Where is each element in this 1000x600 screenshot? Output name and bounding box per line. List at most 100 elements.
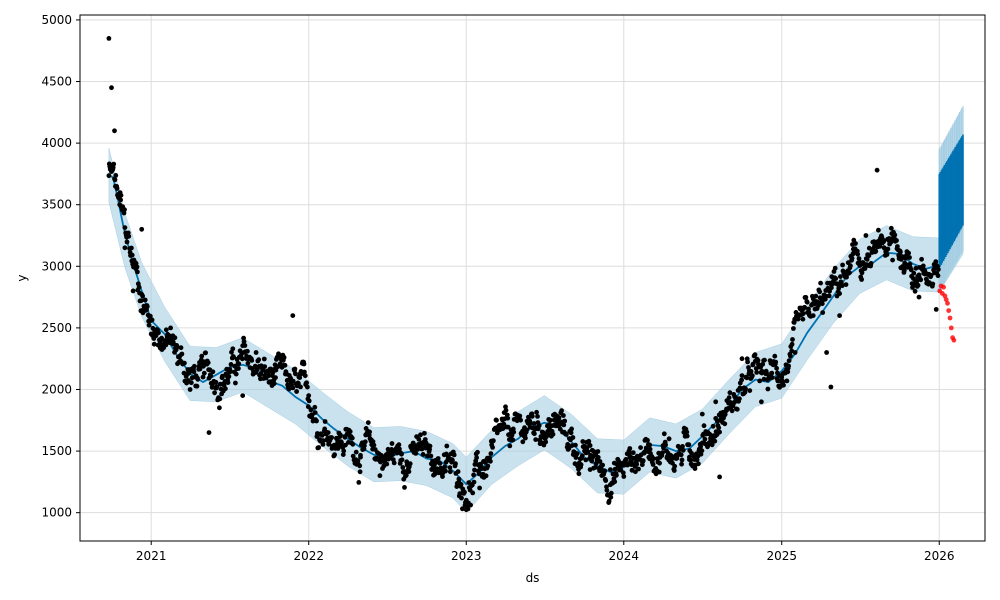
observed-point: [213, 379, 219, 385]
observed-point: [804, 299, 810, 305]
observed-point: [194, 383, 200, 389]
observed-point: [745, 359, 750, 365]
actual-future-point: [945, 300, 950, 306]
observed-point: [747, 388, 753, 393]
observed-point: [451, 452, 457, 458]
observed-point: [488, 458, 493, 464]
observed-point: [377, 473, 383, 479]
observed-point: [656, 469, 662, 475]
observed-point: [848, 263, 853, 269]
observed-point: [399, 457, 405, 463]
observed-point: [357, 469, 363, 475]
observed-point: [696, 461, 701, 467]
observed-point: [936, 267, 941, 272]
observed-point: [450, 457, 455, 463]
observed-point: [416, 436, 422, 442]
observed-point: [129, 252, 135, 258]
observed-point: [935, 273, 941, 279]
observed-point: [225, 380, 231, 385]
observed-point: [856, 256, 862, 261]
observed-point: [262, 364, 268, 369]
observed-point: [144, 304, 150, 309]
observed-point: [908, 267, 914, 273]
observed-point: [679, 457, 685, 463]
observed-point: [483, 473, 489, 479]
observed-point: [477, 485, 482, 491]
observed-point: [933, 307, 939, 312]
observed-point: [316, 445, 322, 450]
uncertainty-interval: [108, 147, 964, 514]
observed-point: [636, 466, 641, 472]
observed-point: [172, 335, 178, 341]
observed-point: [568, 436, 574, 442]
observed-point: [918, 277, 924, 283]
observed-point: [616, 458, 621, 464]
observed-point: [245, 348, 250, 354]
observed-point: [217, 405, 222, 411]
observed-point: [460, 506, 465, 512]
observed-point: [578, 462, 584, 468]
x-tick-label: 2024: [609, 549, 640, 563]
observed-point: [739, 356, 745, 362]
observed-point: [859, 270, 865, 276]
observed-point: [233, 371, 239, 377]
observed-point: [573, 442, 578, 448]
observed-point: [485, 463, 491, 469]
observed-point: [627, 454, 633, 460]
observed-point: [713, 399, 719, 405]
observed-point: [284, 378, 290, 383]
observed-point: [341, 448, 347, 454]
observed-point: [608, 490, 614, 496]
observed-point: [862, 266, 868, 271]
observed-point: [817, 289, 823, 295]
observed-point: [620, 470, 626, 476]
observed-point: [106, 36, 112, 41]
observed-point: [890, 257, 895, 263]
observed-point: [122, 245, 128, 251]
observed-point: [340, 452, 346, 457]
observed-point: [282, 362, 288, 368]
observed-point: [298, 384, 303, 390]
observed-point: [332, 452, 337, 458]
observed-point: [126, 233, 132, 239]
observed-point: [226, 374, 232, 379]
observed-point: [717, 429, 722, 435]
observed-point: [355, 458, 361, 464]
observed-point: [820, 310, 826, 315]
observed-point: [795, 316, 801, 322]
observed-point: [140, 293, 146, 299]
observed-point: [739, 377, 744, 383]
observed-point: [671, 468, 677, 473]
observed-point: [297, 375, 303, 380]
observed-point: [117, 202, 123, 208]
x-tick-label: 2021: [136, 549, 167, 563]
observed-point: [912, 288, 918, 294]
observed-point: [308, 407, 314, 413]
observed-point: [874, 167, 880, 173]
actual-future-points: [937, 283, 957, 343]
observed-point: [113, 173, 119, 178]
observed-point: [397, 461, 403, 466]
observed-point: [197, 366, 203, 372]
y-tick-label: 1000: [41, 506, 72, 520]
observed-point: [442, 464, 448, 470]
observed-point: [417, 442, 422, 448]
observed-point: [600, 462, 605, 468]
y-tick-label: 4000: [41, 136, 72, 150]
observed-point: [462, 489, 467, 495]
observed-point: [201, 370, 207, 376]
observed-point: [534, 409, 539, 415]
observed-point: [847, 270, 852, 276]
observed-point: [182, 360, 187, 366]
observed-point: [914, 279, 920, 284]
observed-point: [739, 373, 745, 378]
observed-point: [638, 445, 643, 450]
observed-point: [716, 425, 722, 431]
observed-point: [816, 303, 821, 308]
observed-point: [907, 255, 912, 260]
observed-point: [765, 386, 771, 392]
observed-point: [680, 444, 685, 449]
observed-point: [111, 161, 117, 167]
observed-point: [294, 389, 299, 394]
